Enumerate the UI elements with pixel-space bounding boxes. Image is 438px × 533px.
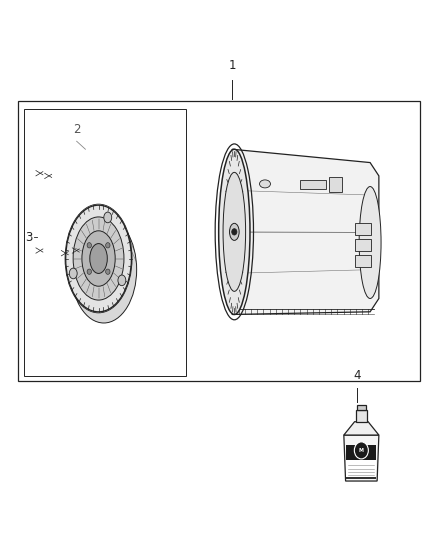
Bar [357,405,366,410]
Circle shape [87,243,92,248]
Bar [346,445,376,460]
Bar [355,223,371,235]
Ellipse shape [259,180,271,188]
Circle shape [106,269,110,274]
Polygon shape [344,422,379,435]
Bar [24,109,186,376]
Ellipse shape [118,275,126,286]
Ellipse shape [223,172,246,292]
Bar [346,477,376,479]
Circle shape [87,269,92,274]
Ellipse shape [104,212,112,223]
Ellipse shape [73,217,124,300]
Text: 4: 4 [353,369,361,382]
Circle shape [232,229,237,235]
Ellipse shape [230,223,239,240]
Circle shape [106,243,110,248]
Text: 1: 1 [228,59,236,72]
Ellipse shape [90,244,107,273]
Bar [356,410,367,422]
Bar [18,101,420,381]
Circle shape [354,442,368,459]
Text: 2: 2 [73,123,81,136]
Ellipse shape [71,216,137,323]
Bar [346,460,376,477]
Bar [300,180,326,189]
Ellipse shape [219,149,250,314]
Text: 3: 3 [25,231,32,244]
Ellipse shape [69,268,77,279]
Ellipse shape [82,231,115,286]
Bar [328,177,342,192]
Polygon shape [232,149,379,314]
Text: M: M [359,448,364,453]
Ellipse shape [359,187,381,298]
Ellipse shape [66,205,131,312]
Polygon shape [344,435,379,481]
Bar [355,239,371,251]
Bar [355,255,371,266]
